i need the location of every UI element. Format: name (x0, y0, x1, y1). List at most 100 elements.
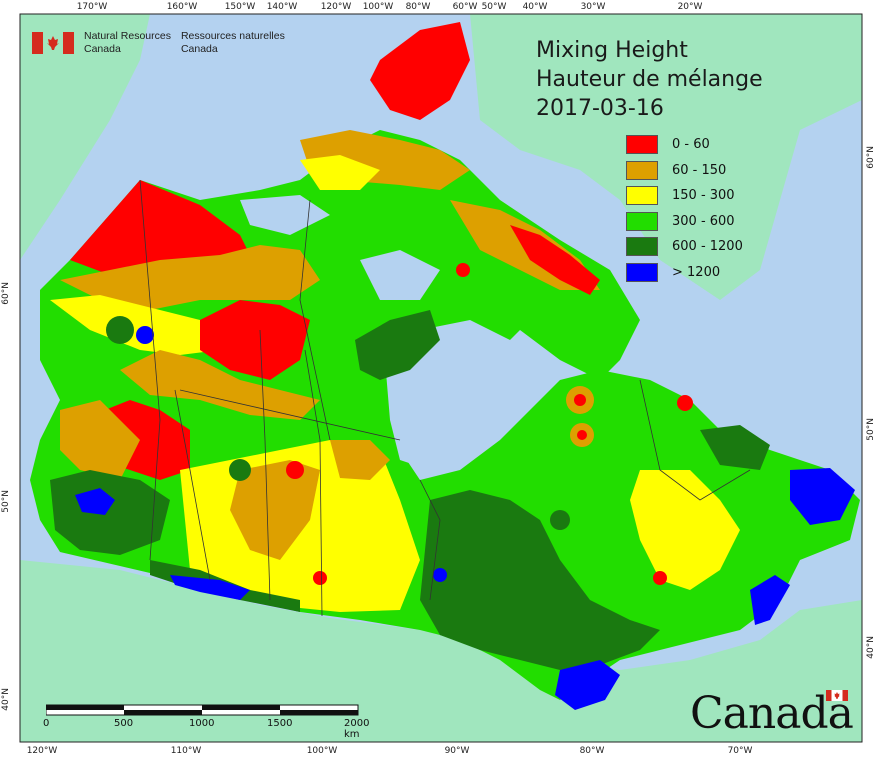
canada-wordmark: Canada (690, 688, 854, 739)
prairie-orange (230, 460, 320, 560)
grat-bottom-label: 100°W (306, 746, 338, 756)
grat-bottom-label: 90°W (444, 746, 470, 756)
hotspot-2 (574, 394, 586, 406)
hotspot-5 (286, 461, 304, 479)
grat-top-label: 150°W (224, 2, 256, 12)
grat-top-label: 120°W (320, 2, 352, 12)
legend-item: 150 - 300 (626, 183, 743, 209)
grat-top-label: 30°W (580, 2, 606, 12)
foxe-basin (360, 250, 440, 300)
legend-swatch (626, 211, 658, 231)
scale-tick: 1000 (189, 718, 215, 729)
scale-bar: 0 500 1000 1500 2000 km (43, 704, 369, 740)
hotspot-8 (106, 316, 134, 344)
usa-land (20, 560, 862, 742)
quebec-yellow (630, 470, 740, 590)
legend-swatch (626, 160, 658, 180)
scale-bar-graphic (46, 704, 359, 716)
map-title: Mixing Height Hauteur de mélange 2017-03… (536, 36, 763, 123)
grat-bottom-label: 70°W (727, 746, 753, 756)
hotspot-4 (577, 430, 587, 440)
bc-blue (75, 488, 115, 515)
grat-top-label: 170°W (76, 2, 108, 12)
agency-name-en: Natural Resources Canada (84, 30, 171, 56)
grat-left-label: 60°N (1, 282, 11, 305)
legend-label: 60 - 150 (672, 162, 727, 178)
hotspot-9 (433, 568, 447, 582)
hotspot-7 (136, 326, 154, 344)
legend-item: 60 - 150 (626, 158, 743, 184)
grat-left-label: 40°N (1, 688, 11, 711)
southern-blue (170, 575, 250, 600)
title-french: Hauteur de mélange (536, 67, 763, 92)
grat-top-label: 140°W (266, 2, 298, 12)
hotspot-10 (653, 571, 667, 585)
greenland-land (470, 14, 862, 300)
grat-bottom-label: 80°W (579, 746, 605, 756)
scale-tick: 500 (114, 718, 134, 729)
legend-item: 600 - 1200 (626, 234, 743, 260)
grat-top-label: 160°W (166, 2, 198, 12)
hotspot-12 (550, 510, 570, 530)
grat-top-label: 80°W (405, 2, 431, 12)
hotspot-14 (456, 263, 470, 277)
baffin-red (510, 225, 600, 295)
grat-top-label: 50°W (481, 2, 507, 12)
alaska-land (20, 14, 150, 260)
yukon-red (70, 180, 250, 275)
legend-label: 0 - 60 (672, 137, 710, 153)
arctic-islands-yellow (300, 155, 380, 190)
nwt-orange (120, 350, 320, 420)
legend-label: 600 - 1200 (672, 239, 743, 255)
ellesmere-red (370, 22, 470, 120)
title-date: 2017-03-16 (536, 96, 664, 121)
grat-right-label: 60°N (866, 146, 876, 169)
wordmark-flag-icon (826, 690, 848, 701)
agency-name-fr-line2: Canada (180, 43, 218, 55)
northwest-yellow (50, 295, 240, 355)
grat-bottom-label: 120°W (26, 746, 58, 756)
nfld-blue (790, 468, 855, 525)
hotspot-13 (313, 571, 327, 585)
legend-swatch (626, 135, 658, 155)
map-border (19, 13, 863, 743)
agency-name-fr-line1: Ressources naturelles (180, 30, 285, 42)
legend-swatch (626, 186, 658, 206)
ontario-darkgreen (420, 490, 660, 670)
agency-name-en-line1: Natural Resources (84, 30, 171, 42)
bc-orange (60, 400, 140, 480)
grat-right-label: 40°N (866, 636, 876, 659)
north-orange (60, 245, 320, 310)
grat-bottom-label: 110°W (170, 746, 202, 756)
grat-right-label: 50°N (866, 418, 876, 441)
grat-top-label: 40°W (522, 2, 548, 12)
labrador-darkgreen (700, 425, 770, 470)
legend-item: 0 - 60 (626, 132, 743, 158)
legend-swatch (626, 262, 658, 282)
legend-swatch (626, 237, 658, 257)
scale-tick: 2000 km (344, 718, 370, 740)
maritimes-blue (750, 575, 790, 625)
hotspot-6 (229, 459, 251, 481)
hotspot-11 (677, 395, 693, 411)
prairie-orange-2 (330, 440, 390, 480)
scale-tick: 1500 (267, 718, 293, 729)
legend-label: 150 - 300 (672, 188, 735, 204)
legend-label: 300 - 600 (672, 213, 735, 229)
scale-tick: 0 (43, 718, 50, 729)
grat-top-label: 20°W (677, 2, 703, 12)
legend-label: > 1200 (672, 264, 721, 280)
province-borders (139, 179, 751, 617)
canada-flag-icon (32, 32, 74, 54)
agency-signature: Natural Resources Canada Ressources natu… (32, 30, 285, 56)
legend-item: > 1200 (626, 260, 743, 286)
legend-item: 300 - 600 (626, 209, 743, 235)
grat-top-label: 100°W (362, 2, 394, 12)
legend: 0 - 60 60 - 150 150 - 300 300 - 600 600 … (626, 132, 743, 285)
grat-top-label: 60°W (452, 2, 478, 12)
title-english: Mixing Height (536, 38, 688, 63)
nwt-red (200, 300, 310, 380)
bc-darkgreen (50, 470, 170, 555)
